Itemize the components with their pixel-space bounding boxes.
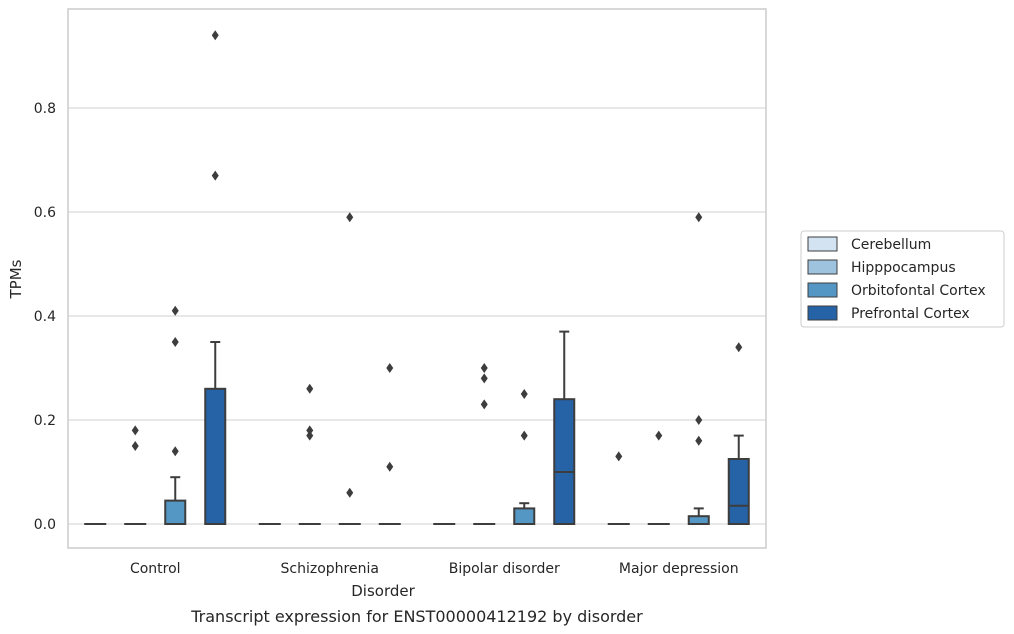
outlier-point: [386, 363, 394, 373]
outlier-point: [520, 430, 528, 441]
outlier-point: [131, 425, 139, 436]
outlier-point: [211, 170, 219, 181]
y-tick-label: 0.4: [34, 309, 56, 325]
y-tick-label: 0.6: [34, 205, 56, 221]
y-tick-labels: 0.0 0.2 0.4 0.6 0.8: [34, 101, 56, 533]
outlier-point: [480, 373, 488, 384]
x-tick-label: Schizophrenia: [281, 561, 379, 577]
box-prefrontal-cortex: [727, 342, 750, 525]
box-prefrontal-cortex: [378, 363, 401, 526]
box-body: [687, 515, 710, 526]
outlier-point: [695, 435, 703, 446]
box-body: [164, 499, 187, 526]
legend-swatch: [807, 259, 838, 275]
outlier-point: [171, 446, 179, 457]
box-orbitofontal-cortex: [338, 212, 361, 526]
outlier-point: [306, 383, 314, 394]
legend-label: Prefrontal Cortex: [851, 306, 970, 322]
x-tick-label: Control: [130, 561, 181, 577]
box-hipppocampus: [298, 383, 321, 526]
plot-area: [84, 30, 750, 526]
box-hipppocampus: [647, 430, 670, 526]
x-axis-title: Disorder: [351, 582, 415, 600]
x-tick-label: Major depression: [619, 561, 739, 577]
legend-swatch: [807, 236, 838, 252]
outlier-point: [131, 441, 139, 451]
outlier-point: [735, 342, 743, 353]
legend-label: Cerebellum: [851, 237, 931, 253]
y-tick-label: 0.2: [34, 413, 56, 429]
outlier-point: [346, 212, 354, 223]
outlier-point: [480, 363, 488, 373]
outlier-point: [171, 337, 179, 347]
legend-label: Orbitofontal Cortex: [851, 283, 986, 299]
legend-frame: [800, 230, 1005, 328]
outlier-point: [520, 389, 528, 399]
box-orbitofontal-cortex: [164, 305, 187, 526]
y-tick-label: 0.8: [34, 101, 56, 117]
box-cerebellum: [607, 451, 630, 526]
outlier-point: [386, 461, 394, 472]
x-tick-label: Bipolar disorder: [449, 561, 560, 577]
plot-frame: [67, 8, 767, 549]
box-prefrontal-cortex: [553, 330, 576, 526]
y-tick-label: 0.0: [34, 517, 56, 533]
x-tick-labels: Control Schizophrenia Bipolar disorder Majo…: [130, 561, 739, 577]
box-orbitofontal-cortex: [687, 212, 710, 526]
legend-swatch: [807, 282, 838, 298]
outlier-point: [211, 30, 219, 41]
box-prefrontal-cortex: [204, 30, 227, 525]
outlier-point: [480, 399, 488, 410]
box-hipppocampus: [124, 425, 147, 526]
legend-label: Hipppocampus: [851, 260, 956, 276]
outlier-point: [655, 430, 663, 441]
legend: Cerebellum Hipppocampus Orbitofontal Corte…: [800, 230, 1005, 328]
outlier-point: [171, 305, 179, 316]
box-body: [204, 387, 227, 525]
outlier-point: [306, 430, 314, 441]
box-body: [553, 398, 576, 526]
outlier-point: [695, 415, 703, 425]
y-axis-title: TPMs: [7, 259, 25, 299]
box-body: [513, 507, 536, 525]
outlier-point: [346, 487, 354, 498]
outlier-point: [306, 425, 314, 436]
outlier-point: [615, 451, 623, 462]
box-body: [727, 458, 750, 525]
box-hipppocampus: [473, 363, 496, 526]
outlier-point: [695, 212, 703, 223]
figure-caption: Transcript expression for ENST0000041219…: [190, 607, 643, 626]
box-orbitofontal-cortex: [513, 389, 536, 525]
legend-swatch: [807, 305, 838, 321]
